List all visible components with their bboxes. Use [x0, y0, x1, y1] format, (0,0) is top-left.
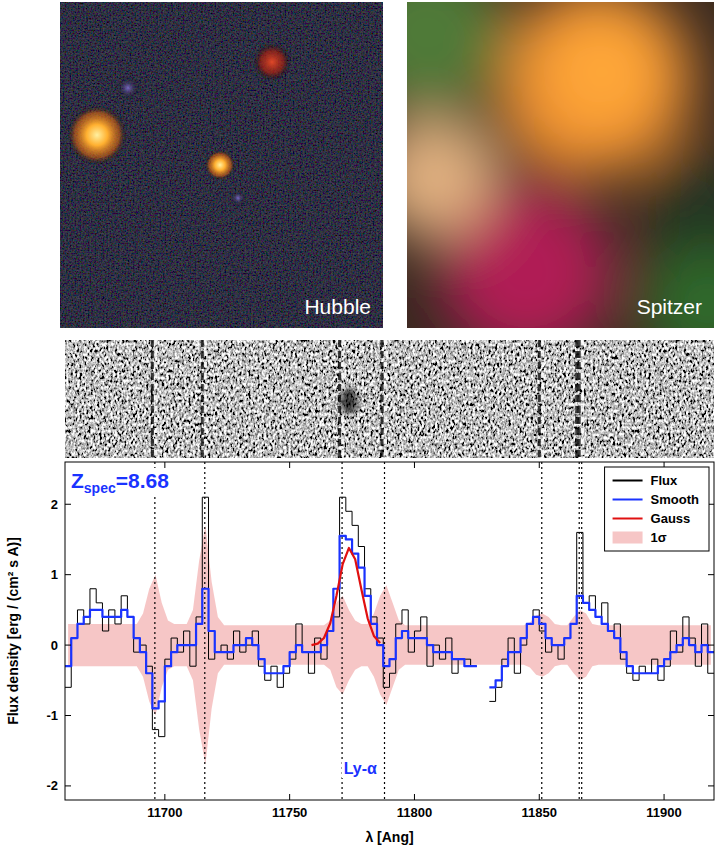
x-axis-title: λ [Ang] — [365, 829, 413, 845]
legend-box — [605, 467, 709, 551]
source — [647, 147, 714, 257]
series-line — [312, 548, 381, 645]
sky-residual — [384, 340, 387, 458]
x-tick-label: 11850 — [522, 805, 557, 820]
y-tick-label: -1 — [46, 708, 58, 723]
image-label: Hubble — [304, 295, 371, 318]
galaxy — [116, 76, 140, 100]
galaxy — [67, 105, 127, 165]
y-axis-title: Flux density [erg / (cm² s A)] — [5, 537, 21, 725]
galaxy — [230, 190, 246, 206]
series-line — [65, 536, 714, 709]
sky-line — [154, 462, 155, 800]
sky-residual — [541, 340, 544, 458]
annotation: Ly-α — [344, 760, 377, 777]
y-tick — [65, 574, 71, 575]
galaxy — [253, 43, 291, 81]
image-label: Spitzer — [637, 295, 702, 318]
sky-line — [384, 462, 385, 800]
y-tick — [65, 504, 71, 505]
line-emission-2d — [340, 388, 358, 414]
x-tick-label: 11800 — [397, 805, 432, 820]
y-tick-label: -2 — [46, 778, 58, 793]
redshift-symbol: Z — [71, 469, 84, 492]
sky-residual — [538, 340, 541, 458]
redshift-value: =8.68 — [116, 469, 169, 492]
x-tick — [414, 462, 415, 468]
x-tick — [289, 462, 290, 468]
source — [502, 2, 692, 175]
spitzer-image — [407, 2, 714, 328]
spectrum-2d — [65, 340, 714, 458]
sky-residual — [579, 340, 582, 458]
sky-residual — [151, 340, 154, 458]
y-tick — [708, 645, 714, 646]
x-tick — [164, 794, 165, 800]
sky-residual — [578, 340, 581, 458]
series-line — [65, 497, 714, 736]
sky-line — [579, 462, 580, 800]
sky-residual — [381, 340, 384, 458]
sky-line — [581, 462, 582, 800]
redshift-label: Zspec=8.68 — [71, 469, 169, 496]
image-noise — [60, 2, 383, 328]
spectrum-noise — [65, 340, 714, 458]
legend-swatch — [613, 480, 643, 482]
y-tick — [65, 645, 71, 646]
legend-label: Flux — [651, 473, 678, 488]
sky-line — [341, 462, 342, 800]
plot-frame — [65, 462, 714, 800]
legend-swatch — [613, 499, 643, 501]
legend: Flux Smooth Gauss 1σ — [605, 467, 709, 551]
x-tick — [539, 794, 540, 800]
x-tick — [539, 462, 540, 468]
y-tick-label: 1 — [51, 567, 58, 582]
y-tick — [708, 715, 714, 716]
y-tick — [708, 574, 714, 575]
label-patch — [69, 468, 171, 497]
galaxy — [205, 150, 235, 180]
legend-label: Smooth — [651, 492, 699, 507]
legend-swatch — [613, 532, 643, 544]
sky-residual — [154, 340, 157, 458]
sky-residual — [581, 340, 584, 458]
sky-residual — [204, 340, 207, 458]
hubble-image — [60, 2, 383, 328]
x-tick — [414, 794, 415, 800]
source — [547, 17, 657, 127]
source — [407, 115, 494, 239]
image-ground — [60, 2, 383, 328]
sky-residual — [575, 340, 578, 458]
plot-area — [65, 462, 714, 800]
legend-label: Gauss — [651, 511, 691, 526]
label-patch — [342, 759, 379, 778]
y-tick-label: 0 — [51, 638, 58, 653]
x-tick — [289, 794, 290, 800]
plot-background — [65, 462, 714, 800]
sky-residual — [201, 340, 204, 458]
legend-swatch — [613, 518, 643, 520]
y-tick — [65, 785, 71, 786]
x-tick — [664, 794, 665, 800]
y-tick-label: 2 — [51, 497, 58, 512]
y-tick — [65, 715, 71, 716]
sky-line — [204, 462, 205, 800]
redshift-subscript: spec — [84, 480, 116, 496]
x-tick — [164, 462, 165, 468]
x-tick-label: 11750 — [272, 805, 307, 820]
blurred-sources — [407, 2, 714, 328]
x-tick-label: 11700 — [147, 805, 182, 820]
legend-label: 1σ — [651, 530, 667, 545]
y-tick — [708, 785, 714, 786]
spectrum-ground — [65, 340, 714, 458]
x-tick-label: 11900 — [646, 805, 681, 820]
